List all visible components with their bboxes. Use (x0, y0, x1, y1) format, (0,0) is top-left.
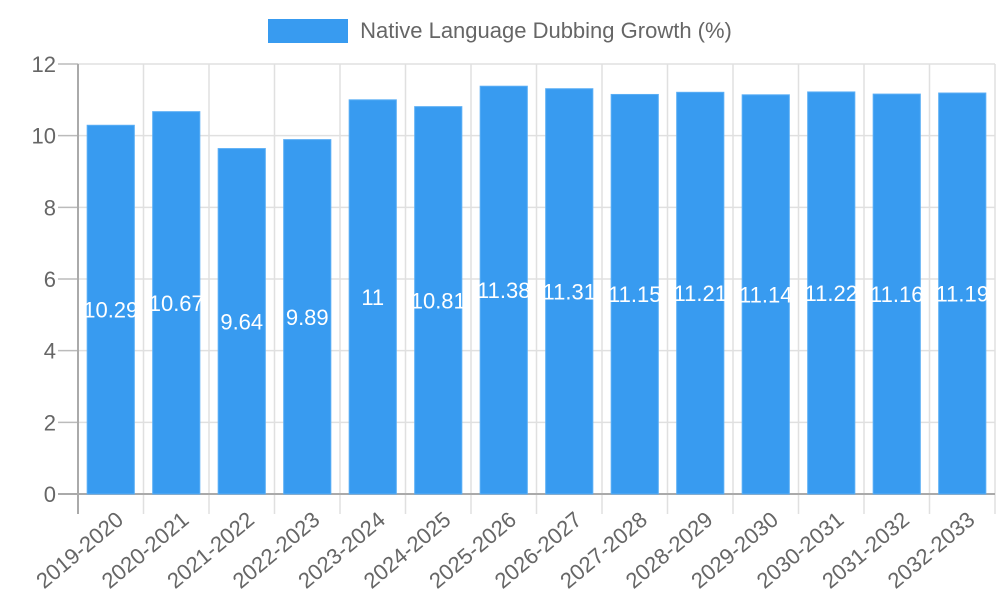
bar-value-label: 9.89 (286, 305, 329, 330)
chart-legend: Native Language Dubbing Growth (%) (0, 18, 1000, 44)
bar[interactable] (217, 148, 266, 495)
legend-swatch[interactable] (268, 19, 349, 43)
bar[interactable] (545, 88, 594, 495)
bar[interactable] (872, 93, 921, 495)
bar-value-label: 11.21 (674, 281, 727, 306)
bar[interactable] (414, 106, 463, 495)
bar-value-label: 11.38 (477, 278, 530, 303)
bar-value-label: 11.22 (805, 281, 858, 306)
y-tick-label: 8 (44, 195, 56, 220)
y-tick-label: 2 (44, 410, 56, 435)
legend-label: Native Language Dubbing Growth (%) (360, 18, 732, 43)
bar-value-label: 11.15 (608, 282, 661, 307)
bar-value-label: 11.14 (739, 282, 792, 307)
y-tick-label: 10 (32, 124, 56, 149)
y-tick-label: 0 (44, 482, 56, 507)
bar-value-label: 10.67 (149, 291, 204, 316)
bar[interactable] (807, 91, 856, 495)
bar-value-label: 11 (361, 285, 384, 310)
bar[interactable] (152, 111, 201, 495)
bar-value-label: 9.64 (220, 309, 263, 334)
y-tick-label: 12 (32, 52, 56, 77)
bar[interactable] (348, 99, 397, 495)
bar[interactable] (283, 139, 332, 495)
bar-value-label: 10.29 (83, 298, 138, 323)
y-tick-label: 6 (44, 267, 56, 292)
bar[interactable] (741, 94, 790, 495)
bar[interactable] (676, 91, 725, 495)
bar[interactable] (479, 85, 528, 495)
bar-value-label: 11.31 (543, 279, 596, 304)
bar[interactable] (86, 124, 135, 495)
bar[interactable] (938, 92, 987, 495)
bar-value-label: 11.19 (936, 282, 989, 307)
bar-value-label: 11.16 (870, 282, 923, 307)
y-tick-label: 4 (44, 339, 56, 364)
bar[interactable] (610, 93, 659, 495)
bar-value-label: 10.81 (411, 288, 466, 313)
